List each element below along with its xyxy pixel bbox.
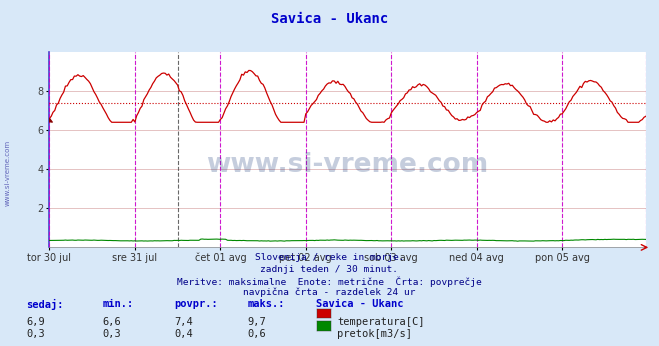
Text: Meritve: maksimalne  Enote: metrične  Črta: povprečje: Meritve: maksimalne Enote: metrične Črta…: [177, 276, 482, 286]
Text: 9,7: 9,7: [247, 317, 266, 327]
Text: pretok[m3/s]: pretok[m3/s]: [337, 329, 413, 339]
Text: 0,3: 0,3: [26, 329, 45, 339]
Text: 0,4: 0,4: [175, 329, 193, 339]
Text: povpr.:: povpr.:: [175, 299, 218, 309]
Text: 6,6: 6,6: [102, 317, 121, 327]
Text: zadnji teden / 30 minut.: zadnji teden / 30 minut.: [260, 265, 399, 274]
Text: temperatura[C]: temperatura[C]: [337, 317, 425, 327]
Text: Savica - Ukanc: Savica - Ukanc: [271, 12, 388, 26]
Text: 0,6: 0,6: [247, 329, 266, 339]
Text: Slovenija / reke in morje.: Slovenija / reke in morje.: [255, 253, 404, 262]
Text: min.:: min.:: [102, 299, 133, 309]
Text: 6,9: 6,9: [26, 317, 45, 327]
Text: 7,4: 7,4: [175, 317, 193, 327]
Text: 0,3: 0,3: [102, 329, 121, 339]
Text: sedaj:: sedaj:: [26, 299, 64, 310]
Text: maks.:: maks.:: [247, 299, 285, 309]
Text: Savica - Ukanc: Savica - Ukanc: [316, 299, 404, 309]
Text: www.si-vreme.com: www.si-vreme.com: [206, 152, 489, 178]
Text: navpična črta - razdelek 24 ur: navpična črta - razdelek 24 ur: [243, 287, 416, 297]
Text: www.si-vreme.com: www.si-vreme.com: [5, 140, 11, 206]
